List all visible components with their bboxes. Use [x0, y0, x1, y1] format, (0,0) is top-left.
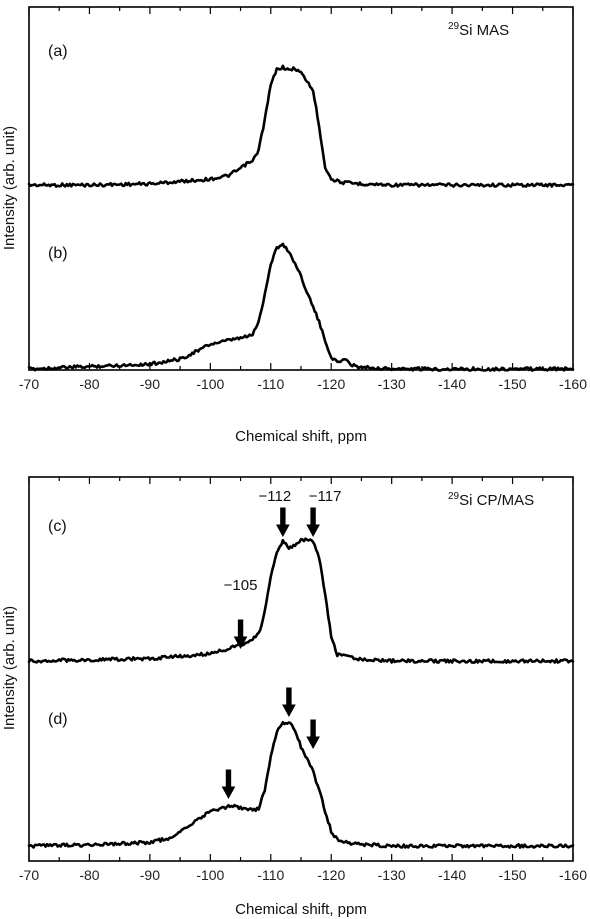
- x-tick-label: -70: [19, 867, 39, 883]
- arrow-shape: [306, 507, 320, 538]
- annotation-mas-element: Si: [459, 22, 472, 39]
- plot-frame-top: [28, 6, 574, 371]
- series-c-line: [27, 537, 575, 664]
- peak-arrows: −105 −112 −117: [221, 488, 342, 800]
- panel-label-a: (a): [48, 43, 68, 60]
- arrow-shape: [276, 507, 290, 538]
- x-tick-label: -110: [257, 867, 284, 883]
- arrow-shape: [306, 719, 320, 750]
- peak-arrow-cm117: −117: [306, 488, 342, 538]
- x-tick-label: -140: [438, 376, 466, 392]
- panel-label-d: (d): [48, 711, 68, 728]
- x-axis-label-top: Chemical shift, ppm: [235, 428, 367, 445]
- plot-frame-bottom: [28, 476, 574, 862]
- arrow-shape: [233, 619, 248, 650]
- peak-arrow-cm105: −105: [224, 577, 258, 650]
- x-axis-label-bottom: Chemical shift, ppm: [235, 901, 367, 918]
- x-tick-label: -130: [378, 867, 406, 883]
- annotation-cpmas-element: Si: [459, 492, 472, 509]
- x-tick-label: -70: [19, 376, 39, 392]
- peak-arrow-dm117: [306, 719, 320, 750]
- x-ticks-top: -70 -80 -90 -100 -110 -120 -130 -140 -150 -160: [19, 7, 587, 392]
- series-a-line: [27, 64, 575, 188]
- annotation-cpmas-sup: 29: [448, 491, 460, 502]
- x-tick-label: -140: [438, 867, 466, 883]
- x-tick-label: -90: [140, 867, 160, 883]
- x-tick-label: -150: [499, 376, 527, 392]
- series-d-line: [27, 720, 575, 849]
- x-tick-label: -110: [257, 376, 284, 392]
- panel-label-b: (b): [48, 245, 68, 262]
- x-tick-label: -120: [317, 376, 345, 392]
- x-ticks-bottom: -70 -80 -90 -100 -110 -120 -130 -140 -150 -160: [19, 477, 587, 883]
- x-tick-label: -100: [196, 867, 224, 883]
- peak-arrow-dm113: [282, 687, 296, 718]
- annotation-mas: 29Si MAS: [448, 21, 509, 39]
- x-tick-label: -150: [499, 867, 527, 883]
- x-tick-label: -80: [79, 867, 99, 883]
- x-tick-label: -120: [317, 867, 345, 883]
- x-tick-label: -160: [559, 376, 587, 392]
- arrow-label: −117: [309, 488, 342, 505]
- series-b-line: [27, 242, 575, 372]
- peak-arrow-dm103: [221, 769, 236, 800]
- arrow-shape: [282, 687, 296, 718]
- annotation-mas-sup: 29: [448, 21, 460, 32]
- annotation-cpmas-text: CP/MAS: [477, 492, 535, 509]
- x-tick-label: -130: [378, 376, 406, 392]
- x-tick-label: -100: [196, 376, 224, 392]
- arrow-label: −112: [259, 488, 292, 505]
- x-tick-label: -80: [79, 376, 99, 392]
- y-axis-label-bottom: Intensity (arb. unit): [1, 606, 18, 730]
- peak-arrow-cm112: −112: [259, 488, 292, 538]
- panel-label-c: (c): [48, 518, 67, 535]
- chart-mas: -70 -80 -90 -100 -110 -120 -130 -140 -150 -160 29…: [1, 6, 587, 445]
- arrow-shape: [221, 769, 236, 800]
- annotation-cpmas: 29Si CP/MAS: [448, 491, 534, 509]
- y-axis-label-top: Intensity (arb. unit): [1, 126, 18, 250]
- x-tick-label: -90: [140, 376, 160, 392]
- arrow-label: −105: [224, 577, 258, 594]
- annotation-mas-text: MAS: [477, 22, 510, 39]
- chart-cpmas: -70 -80 -90 -100 -110 -120 -130 -140 -150 -160 29…: [1, 476, 587, 918]
- x-tick-label: -160: [559, 867, 587, 883]
